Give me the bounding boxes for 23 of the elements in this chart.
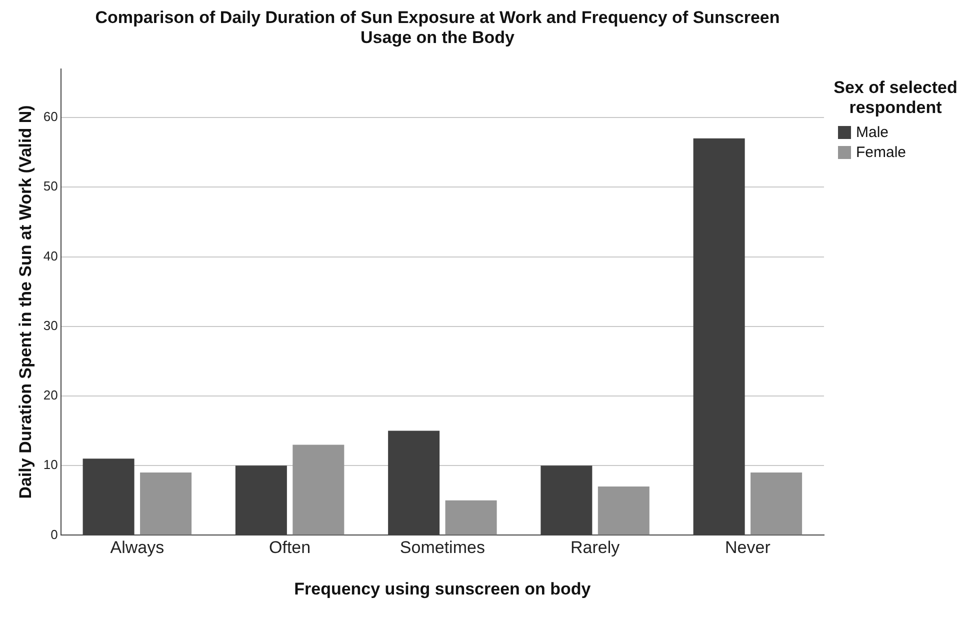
x-tick-label: Rarely [570, 538, 620, 558]
bar [292, 444, 344, 535]
legend-label: Male [856, 124, 889, 141]
y-tick-label: 20 [43, 388, 58, 403]
bar [445, 500, 497, 535]
y-tick-label: 0 [50, 526, 58, 542]
bar [750, 472, 802, 535]
chart-title: Comparison of Daily Duration of Sun Exposure at Work and Frequency of Sunscreen Usage on the Body [94, 8, 781, 48]
y-tick-label: 60 [43, 109, 58, 124]
bar [598, 486, 650, 535]
y-tick-label: 40 [43, 248, 58, 264]
x-tick-label: Sometimes [400, 538, 485, 558]
x-tick-label: Always [110, 538, 164, 558]
y-tick-label: 10 [43, 457, 58, 472]
y-tick-label: 30 [43, 318, 58, 333]
x-tick-label: Never [725, 538, 771, 558]
x-axis-title: Frequency using sunscreen on body [294, 579, 592, 598]
legend-label: Female [856, 144, 906, 161]
y-axis-title: Daily Duration Spent in the Sun at Work (Valid N) [16, 105, 35, 499]
bar [140, 472, 192, 535]
x-tick-label: Often [269, 538, 311, 558]
legend-title: Sex of selected respondent [832, 78, 958, 118]
y-tick-label: 50 [43, 178, 58, 194]
